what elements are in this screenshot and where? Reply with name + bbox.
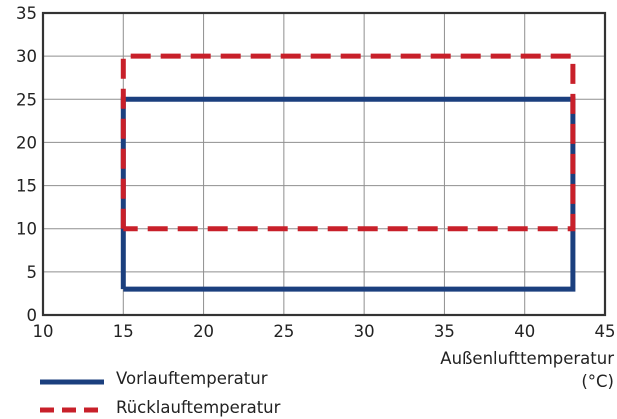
y-tick-label: 20: [16, 133, 37, 152]
series-layer: [120, 53, 576, 292]
x-tick-label: 15: [113, 322, 134, 341]
x-tick-label: 25: [273, 322, 294, 341]
series-line-ruecklauf: [120, 53, 576, 232]
x-tick-labels: 10 15 20 25 30 35 40 45: [33, 322, 616, 341]
x-tick-label: 20: [193, 322, 214, 341]
y-tick-labels: 0 5 10 15 20 25 30 35: [16, 4, 37, 325]
y-tick-label: 15: [16, 177, 37, 196]
series-line-vorlauf: [120, 96, 576, 292]
y-tick-label: 0: [27, 306, 38, 325]
x-tick-label: 45: [595, 322, 616, 341]
y-tick-label: 25: [16, 90, 37, 109]
y-tick-label: 30: [16, 47, 37, 66]
legend: Vorlauftemperatur Rücklauftemperatur: [40, 369, 281, 417]
y-tick-label: 5: [27, 263, 38, 282]
x-tick-label: 30: [354, 322, 375, 341]
legend-label-ruecklauf: Rücklauftemperatur: [116, 398, 281, 417]
legend-label-vorlauf: Vorlauftemperatur: [116, 369, 268, 388]
plot-frame: [41, 11, 607, 317]
x-axis-unit: (°C): [581, 372, 614, 391]
x-tick-label: 35: [434, 322, 455, 341]
y-tick-label: 10: [16, 220, 37, 239]
x-axis-label: Außenlufttemperatur: [440, 349, 614, 368]
x-tick-label: 40: [514, 322, 535, 341]
y-tick-label: 35: [16, 4, 37, 23]
x-tick-label: 10: [33, 322, 54, 341]
